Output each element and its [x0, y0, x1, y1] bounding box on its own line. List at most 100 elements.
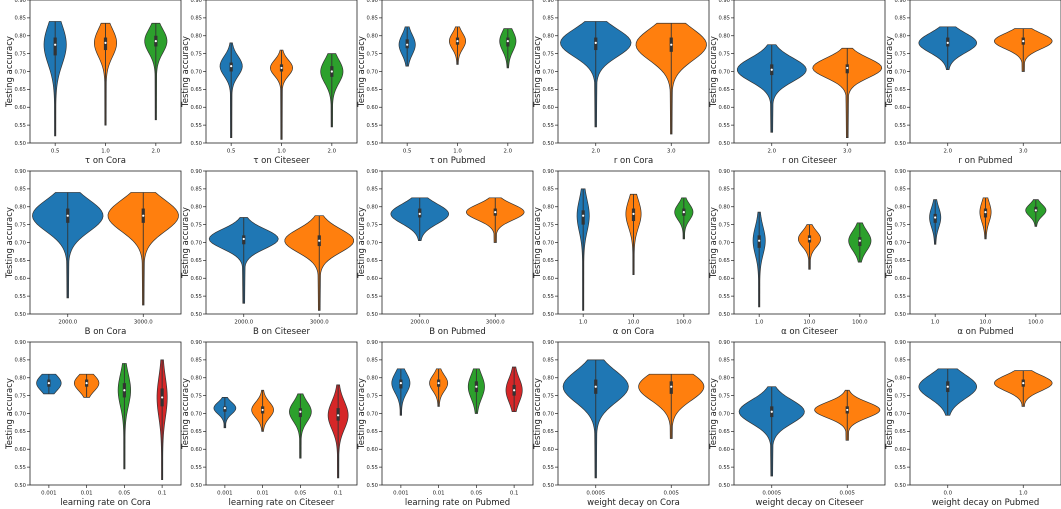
subplot-8: 0.50 0.55 0.60 0.65 0.70 0.75 0.80 0.85 0.90 Test…	[181, 169, 358, 337]
x-tick-label: 0.001	[217, 491, 232, 497]
y-tick-label: 0.75	[718, 393, 730, 399]
y-tick-label: 0.90	[894, 169, 906, 175]
x-tick-label: 2.0	[328, 149, 337, 155]
y-axis-label: Testing accuracy	[181, 36, 191, 108]
x-tick-label: 2.0	[591, 149, 600, 155]
y-tick-label: 0.65	[542, 87, 554, 93]
x-axis-label: r on Citeseer	[782, 156, 837, 166]
violin-median	[280, 66, 283, 70]
violin-median	[846, 66, 849, 70]
y-tick-label: 0.70	[190, 240, 202, 246]
y-tick-label: 0.65	[718, 258, 730, 264]
x-axis-label: τ on Pubmed	[430, 156, 486, 166]
violin-median	[506, 40, 509, 43]
y-tick-label: 0.85	[366, 16, 378, 22]
violin-median	[475, 385, 478, 388]
axes-frame	[909, 0, 1061, 144]
y-tick-label: 0.50	[190, 312, 202, 318]
y-tick-label: 0.60	[190, 276, 202, 282]
violin-median	[330, 70, 333, 73]
x-tick-label: 0.01	[81, 491, 93, 497]
x-tick-label: 3.0	[843, 149, 852, 155]
violin-median	[946, 385, 949, 388]
x-tick-label: 0.001	[393, 491, 408, 497]
violin-median	[66, 214, 69, 217]
y-tick-label: 0.70	[366, 411, 378, 417]
violin-median	[594, 385, 597, 388]
violin-median	[223, 407, 226, 410]
x-tick-label: 2.0	[767, 149, 776, 155]
subplot-5: 0.50 0.55 0.60 0.65 0.70 0.75 0.80 0.85 0.90 Test…	[709, 0, 886, 166]
x-axis-label: r on Cora	[614, 156, 653, 166]
y-tick-label: 0.55	[718, 465, 730, 471]
y-tick-label: 0.75	[718, 51, 730, 57]
axes-frame	[909, 170, 1061, 315]
x-tick-label: 0.5	[227, 149, 236, 155]
y-tick-label: 0.55	[366, 123, 378, 129]
violin-median	[1022, 382, 1025, 385]
y-tick-label: 0.80	[718, 205, 730, 211]
y-tick-label: 0.50	[894, 483, 906, 489]
y-tick-label: 0.75	[366, 393, 378, 399]
y-tick-label: 0.80	[894, 376, 906, 382]
x-tick-label: 0.05	[118, 491, 130, 497]
x-tick-label: 0.05	[470, 491, 482, 497]
x-tick-label: 0.0	[943, 491, 952, 497]
y-tick-label: 0.70	[366, 240, 378, 246]
y-axis-label: Testing accuracy	[181, 207, 191, 279]
x-tick-label: 3.0	[1019, 149, 1028, 155]
x-tick-label: 100.0	[852, 320, 868, 326]
y-tick-label: 0.50	[366, 141, 378, 147]
y-tick-label: 0.80	[718, 34, 730, 40]
y-tick-label: 0.55	[14, 294, 26, 300]
x-axis-label: learning rate on Cora	[60, 498, 150, 508]
x-tick-label: 0.0005	[762, 491, 781, 497]
y-tick-label: 0.65	[190, 87, 202, 93]
x-axis-label: weight decay on Citeseer	[755, 498, 864, 508]
y-tick-label: 0.85	[366, 187, 378, 193]
y-tick-label: 0.60	[366, 447, 378, 453]
violin-median	[261, 408, 264, 412]
x-tick-label: 1.0	[931, 320, 940, 326]
y-tick-label: 0.65	[14, 87, 26, 93]
axes-frame	[909, 341, 1061, 486]
violin-median	[770, 410, 773, 413]
y-tick-label: 0.85	[718, 358, 730, 364]
y-tick-label: 0.60	[542, 276, 554, 282]
y-axis-label: Testing accuracy	[357, 36, 367, 108]
x-tick-label: 2.0	[504, 149, 513, 155]
y-tick-label: 0.50	[14, 141, 26, 147]
y-tick-label: 0.90	[190, 0, 202, 4]
y-tick-label: 0.90	[366, 0, 378, 4]
violin-median	[1022, 40, 1025, 43]
y-tick-label: 0.90	[366, 169, 378, 175]
y-tick-label: 0.60	[718, 105, 730, 111]
x-tick-label: 2000.0	[58, 320, 77, 326]
y-tick-label: 0.70	[14, 240, 26, 246]
y-tick-label: 0.70	[718, 411, 730, 417]
y-tick-label: 0.65	[718, 429, 730, 435]
x-tick-label: 10.0	[803, 320, 816, 326]
y-tick-label: 0.85	[14, 358, 26, 364]
x-tick-label: 1.0	[755, 320, 764, 326]
axes-frame	[557, 341, 710, 486]
x-tick-label: 3000.0	[134, 320, 153, 326]
y-tick-label: 0.80	[366, 376, 378, 382]
y-tick-label: 0.55	[190, 294, 202, 300]
y-tick-label: 0.50	[366, 483, 378, 489]
y-tick-label: 0.75	[14, 222, 26, 228]
y-tick-label: 0.50	[14, 483, 26, 489]
y-tick-label: 0.75	[14, 393, 26, 399]
y-axis-label: Testing accuracy	[5, 378, 15, 450]
violin-median	[670, 43, 673, 46]
x-tick-label: 10.0	[627, 320, 640, 326]
violin-median	[47, 382, 50, 385]
y-tick-label: 0.90	[542, 169, 554, 175]
x-axis-label: r on Pubmed	[958, 156, 1012, 166]
y-tick-label: 0.75	[190, 51, 202, 57]
violin-median	[594, 41, 597, 45]
subplot-3: 0.50 0.55 0.60 0.65 0.70 0.75 0.80 0.85 0.90 Test…	[357, 0, 534, 166]
violin-median	[54, 43, 57, 46]
x-axis-label: B on Pubmed	[429, 327, 486, 337]
y-tick-label: 0.55	[718, 294, 730, 300]
